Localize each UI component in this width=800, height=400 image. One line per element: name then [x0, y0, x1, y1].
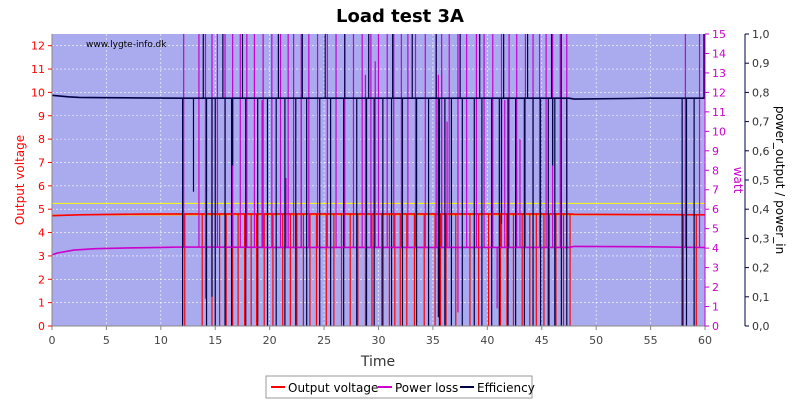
right-efficiency-tick-label-7: 0,7 [752, 116, 770, 129]
right-efficiency-tick-label-2: 0,2 [752, 262, 770, 275]
right-watt-tick-label-10: 10 [712, 125, 726, 138]
right-watt-tick-label-5: 5 [712, 223, 719, 236]
watermark: www.lygte-info.dk [86, 40, 167, 50]
x-tick-label-9: 45 [535, 334, 549, 347]
right-efficiency-axis-label: power_output / power_in [773, 106, 787, 254]
right-watt-tick-label-13: 13 [712, 67, 726, 80]
right-watt-axis-label: watt [731, 167, 745, 194]
left-tick-label-10: 10 [31, 86, 45, 99]
left-tick-label-11: 11 [31, 63, 45, 76]
right-watt-tick-label-9: 9 [712, 145, 719, 158]
left-axis-label: Output voltage [13, 135, 27, 225]
right-watt-tick-label-1: 1 [712, 301, 719, 314]
x-axis-label: Time [360, 354, 395, 370]
right-watt-tick-label-3: 3 [712, 262, 719, 275]
x-tick-label-6: 30 [372, 334, 386, 347]
legend: Output voltage Power loss Efficiency [265, 375, 535, 399]
x-tick-label-7: 35 [426, 334, 440, 347]
right-watt-tick-label-0: 0 [712, 320, 719, 333]
right-watt-tick-label-7: 7 [712, 184, 719, 197]
right-efficiency-tick-label-3: 0,3 [752, 232, 770, 245]
efficiency-baseline [51, 94, 705, 100]
right-efficiency-tick-label-0: 0,0 [752, 320, 770, 333]
x-tick-label-3: 15 [208, 334, 222, 347]
right-watt-tick-label-12: 12 [712, 86, 726, 99]
right-watt-tick-label-15: 15 [712, 28, 726, 41]
right-efficiency-tick-label-5: 0,5 [752, 174, 770, 187]
x-tick-label-12: 60 [698, 334, 712, 347]
x-tick-label-10: 50 [589, 334, 603, 347]
legend-box [265, 375, 533, 399]
right-efficiency-tick-label-10: 1,0 [752, 28, 770, 41]
right-efficiency-tick-label-9: 0,9 [752, 57, 770, 70]
right-watt-tick-label-11: 11 [712, 106, 726, 119]
right-watt-tick-label-2: 2 [712, 281, 719, 294]
x-tick-label-1: 5 [103, 334, 110, 347]
x-tick-label-0: 0 [49, 334, 56, 347]
left-tick-label-3: 3 [38, 250, 45, 263]
x-tick-label-4: 20 [263, 334, 277, 347]
x-tick-label-2: 10 [154, 334, 168, 347]
x-tick-label-5: 25 [317, 334, 331, 347]
x-tick-label-8: 40 [480, 334, 494, 347]
left-tick-label-0: 0 [38, 320, 45, 333]
left-tick-label-7: 7 [38, 156, 45, 169]
right-watt-tick-label-8: 8 [712, 164, 719, 177]
chart-title: Load test 3A [336, 6, 464, 27]
legend-label-power-loss: Power loss [395, 381, 458, 395]
right-efficiency-tick-label-1: 0,1 [752, 291, 770, 304]
left-tick-label-1: 1 [38, 297, 45, 310]
right-efficiency-tick-label-8: 0,8 [752, 86, 770, 99]
right-efficiency-tick-label-6: 0,6 [752, 145, 770, 158]
left-tick-label-8: 8 [38, 133, 45, 146]
x-axis-ticks: 0 5 10 15 20 25 30 35 40 45 50 55 60 [49, 326, 712, 347]
left-tick-label-12: 12 [31, 40, 45, 53]
right-watt-tick-label-6: 6 [712, 203, 719, 216]
series-efficiency [51, 34, 705, 326]
left-tick-label-6: 6 [38, 180, 45, 193]
legend-label-efficiency: Efficiency [477, 381, 535, 395]
left-tick-label-2: 2 [38, 273, 45, 286]
right-efficiency-axis-ticks: 0,0 0,1 0,2 0,3 0,4 0,5 0,6 0,7 0,8 0,9 1,0 [745, 28, 770, 333]
right-watt-tick-label-14: 14 [712, 47, 726, 60]
right-watt-tick-label-4: 4 [712, 242, 719, 255]
left-tick-label-9: 9 [38, 110, 45, 123]
legend-label-output-voltage: Output voltage [288, 381, 378, 395]
left-tick-label-4: 4 [38, 227, 45, 240]
right-efficiency-tick-label-4: 0,4 [752, 203, 770, 216]
left-tick-label-5: 5 [38, 203, 45, 216]
x-tick-label-11: 55 [644, 334, 658, 347]
